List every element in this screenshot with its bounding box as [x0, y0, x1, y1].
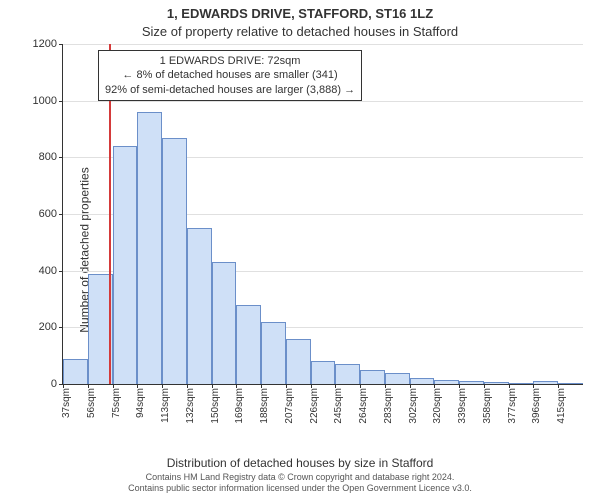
x-tick-label: 56sqm — [86, 388, 97, 418]
footer-line-2: Contains public sector information licen… — [0, 483, 600, 494]
annotation-line-3: 92% of semi-detached houses are larger (… — [105, 83, 355, 97]
annotation-line-2: ← 8% of detached houses are smaller (341… — [105, 68, 355, 82]
histogram-bar — [533, 381, 558, 384]
histogram-bar — [236, 305, 261, 384]
x-tick-label: 302sqm — [408, 388, 419, 424]
y-tick-label: 1000 — [33, 95, 57, 107]
histogram-bar — [137, 112, 162, 384]
title-line-2: Size of property relative to detached ho… — [0, 24, 600, 39]
y-tick-mark — [59, 44, 63, 45]
histogram-bar — [335, 364, 360, 384]
histogram-bar — [261, 322, 286, 384]
y-tick-label: 200 — [39, 321, 57, 333]
gridline — [63, 44, 583, 45]
chart-container: 1, EDWARDS DRIVE, STAFFORD, ST16 1LZ Siz… — [0, 0, 600, 500]
y-tick-label: 800 — [39, 151, 57, 163]
x-tick-label: 264sqm — [358, 388, 369, 424]
x-tick-label: 94sqm — [135, 388, 146, 418]
x-tick-label: 283sqm — [383, 388, 394, 424]
y-tick-mark — [59, 327, 63, 328]
histogram-bar — [162, 138, 187, 385]
footer-line-1: Contains HM Land Registry data © Crown c… — [0, 472, 600, 483]
histogram-bar — [459, 381, 484, 384]
annotation-box: 1 EDWARDS DRIVE: 72sqm ← 8% of detached … — [98, 50, 362, 101]
y-tick-label: 0 — [51, 378, 57, 390]
y-tick-mark — [59, 214, 63, 215]
histogram-bar — [286, 339, 311, 384]
histogram-bar — [509, 383, 534, 384]
annotation-line-1: 1 EDWARDS DRIVE: 72sqm — [105, 54, 355, 68]
x-tick-label: 37sqm — [61, 388, 72, 418]
histogram-bar — [410, 378, 435, 384]
x-tick-label: 226sqm — [309, 388, 320, 424]
x-tick-label: 207sqm — [284, 388, 295, 424]
x-tick-label: 320sqm — [432, 388, 443, 424]
y-tick-mark — [59, 101, 63, 102]
histogram-bar — [311, 361, 336, 384]
x-tick-label: 169sqm — [234, 388, 245, 424]
y-tick-mark — [59, 157, 63, 158]
histogram-bar — [484, 382, 509, 384]
x-tick-label: 113sqm — [160, 388, 171, 423]
histogram-bar — [187, 228, 212, 384]
plot-area: 02004006008001000120037sqm56sqm75sqm94sq… — [62, 44, 583, 385]
histogram-bar — [63, 359, 88, 385]
histogram-bar — [385, 373, 410, 384]
x-tick-label: 75sqm — [111, 388, 122, 418]
x-tick-label: 132sqm — [185, 388, 196, 424]
x-axis-label: Distribution of detached houses by size … — [0, 456, 600, 470]
y-tick-label: 400 — [39, 265, 57, 277]
x-tick-label: 339sqm — [457, 388, 468, 424]
y-tick-label: 600 — [39, 208, 57, 220]
histogram-bar — [558, 383, 583, 384]
footer: Contains HM Land Registry data © Crown c… — [0, 472, 600, 494]
x-tick-label: 358sqm — [482, 388, 493, 424]
x-tick-label: 377sqm — [507, 388, 518, 424]
x-tick-label: 188sqm — [259, 388, 270, 424]
histogram-bar — [360, 370, 385, 384]
histogram-bar — [113, 146, 138, 384]
x-tick-label: 396sqm — [531, 388, 542, 424]
x-tick-label: 245sqm — [333, 388, 344, 424]
histogram-bar — [434, 380, 459, 384]
y-tick-mark — [59, 271, 63, 272]
x-tick-label: 415sqm — [556, 388, 567, 424]
histogram-bar — [212, 262, 237, 384]
y-tick-label: 1200 — [33, 38, 57, 50]
title-line-1: 1, EDWARDS DRIVE, STAFFORD, ST16 1LZ — [0, 6, 600, 21]
x-tick-label: 150sqm — [210, 388, 221, 424]
